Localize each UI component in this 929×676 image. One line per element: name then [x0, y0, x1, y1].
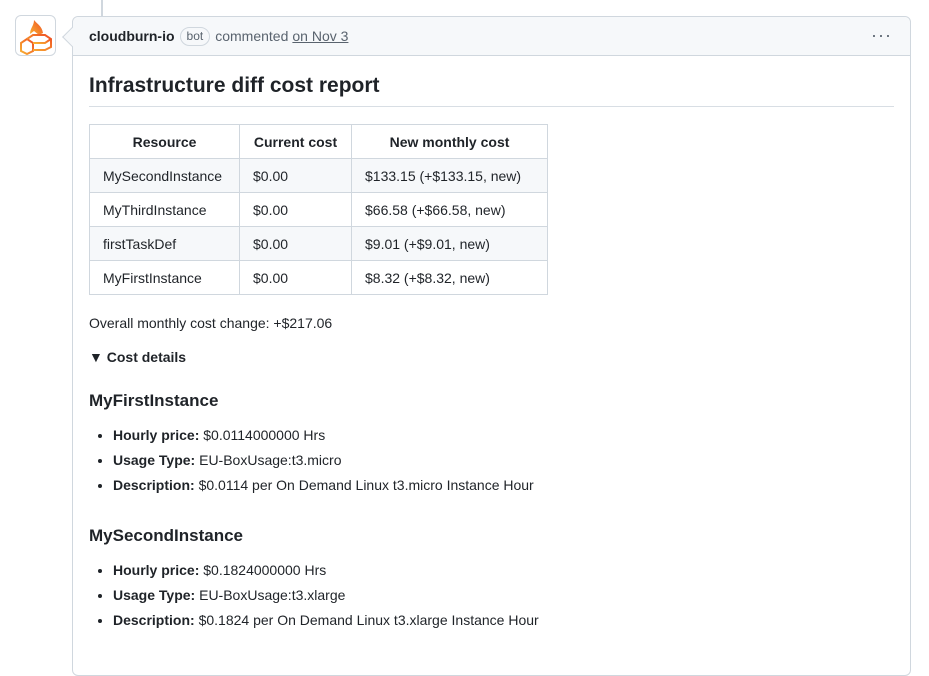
cloudburn-logo-icon [20, 20, 52, 55]
author-link[interactable]: cloudburn-io [89, 28, 175, 44]
table-row: MySecondInstance $0.00 $133.15 (+$133.15, … [89, 158, 548, 193]
cell: $8.32 (+$8.32, new) [351, 260, 548, 295]
list-item: Usage Type: EU-BoxUsage:t3.xlarge [113, 585, 894, 610]
cell: $9.01 (+$9.01, new) [351, 226, 548, 261]
more-options-icon[interactable]: ··· [871, 25, 892, 45]
cell: $0.00 [239, 226, 352, 261]
list-item: Hourly price: $0.1824000000 Hrs [113, 560, 894, 585]
table-row: firstTaskDef $0.00 $9.01 (+$9.01, new) [89, 226, 548, 261]
section-heading: MySecondInstance [89, 526, 243, 545]
comment-box: cloudburn-io bot commented on Nov 3 ··· … [62, 16, 911, 676]
column-header: Current cost [239, 124, 352, 159]
column-header: New monthly cost [351, 124, 548, 159]
column-header: Resource [89, 124, 240, 159]
comment-body: Infrastructure diff cost report Resource… [73, 74, 910, 635]
cost-table: Resource Current cost New monthly cost MyS… [89, 124, 548, 295]
detail-list: Hourly price: $0.1824000000 Hrs Usage Ty… [89, 560, 894, 635]
cell: $0.00 [239, 260, 352, 295]
list-item: Usage Type: EU-BoxUsage:t3.micro [113, 450, 894, 475]
table-row: MyFirstInstance $0.00 $8.32 (+$8.32, new) [89, 260, 548, 295]
list-item: Hourly price: $0.0114000000 Hrs [113, 425, 894, 450]
list-item: Description: $0.0114 per On Demand Linux… [113, 475, 894, 500]
list-item: Description: $0.1824 per On Demand Linux… [113, 610, 894, 635]
comment-date-link[interactable]: on Nov 3 [292, 28, 349, 44]
cell: $0.00 [239, 192, 352, 227]
cell: MyFirstInstance [89, 260, 240, 295]
comment-header: cloudburn-io bot commented on Nov 3 ··· [73, 17, 910, 56]
overall-cost-change: Overall monthly cost change: +$217.06 [89, 315, 333, 331]
bot-badge: bot [179, 26, 211, 46]
cell: $0.00 [239, 158, 352, 193]
cost-details-toggle[interactable]: ▼ Cost details [89, 349, 187, 365]
cell: MyThirdInstance [89, 192, 240, 227]
cell: MySecondInstance [89, 158, 240, 193]
table-row: MyThirdInstance $0.00 $66.58 (+$66.58, new… [89, 192, 548, 227]
comment-action: commented [215, 28, 289, 44]
cell: $133.15 (+$133.15, new) [351, 158, 548, 193]
cell: $66.58 (+$66.58, new) [351, 192, 548, 227]
section-heading: MyFirstInstance [89, 391, 219, 410]
report-title: Infrastructure diff cost report [89, 74, 894, 107]
cell: firstTaskDef [89, 226, 240, 261]
detail-list: Hourly price: $0.0114000000 Hrs Usage Ty… [89, 425, 894, 500]
avatar[interactable] [15, 15, 56, 56]
timeline-line [101, 0, 103, 16]
